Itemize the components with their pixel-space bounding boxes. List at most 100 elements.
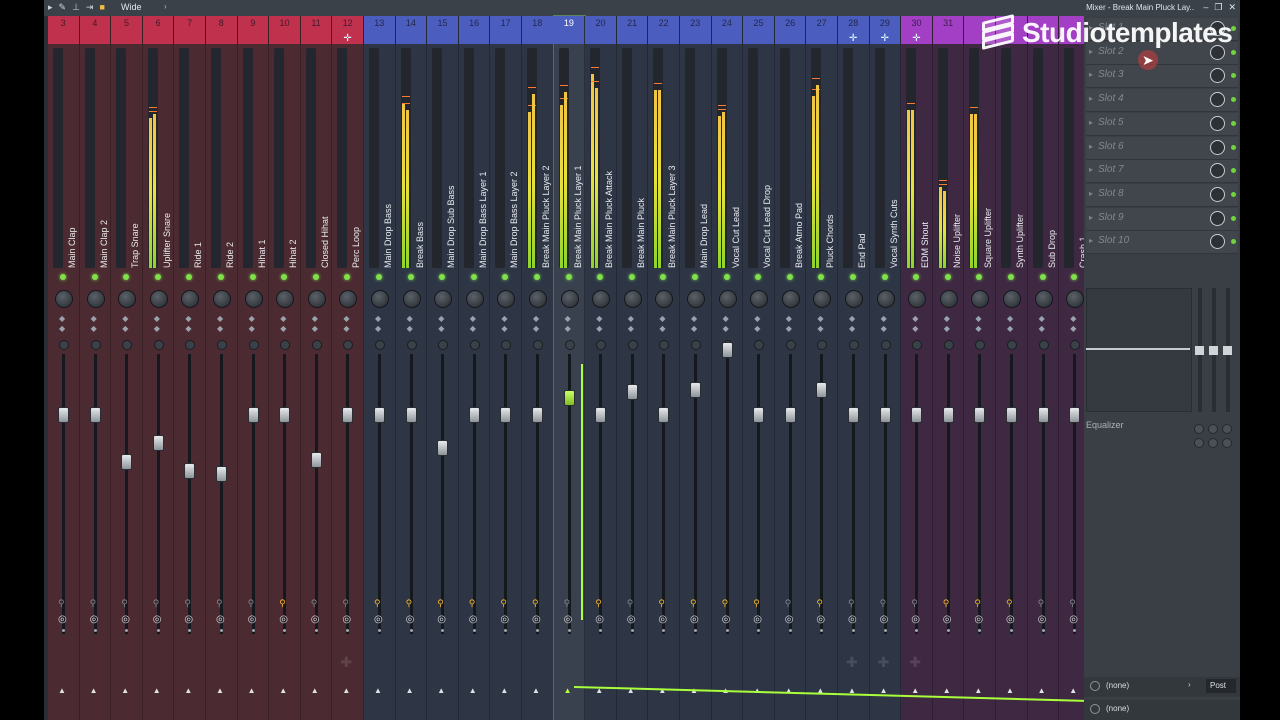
stereo-knob[interactable] xyxy=(1007,340,1017,350)
eq-knob-6[interactable] xyxy=(1222,438,1232,448)
strip-name[interactable]: Vocal Cut Lead Drop xyxy=(762,184,773,268)
strip-name[interactable]: Break Main Pluck Layer 2 xyxy=(541,165,551,268)
route-send-icon[interactable]: ▲ xyxy=(595,686,604,695)
strip-name[interactable]: EDM Shout xyxy=(920,221,931,268)
record-arm-icon[interactable]: ◎ xyxy=(216,614,225,625)
pan-knob[interactable] xyxy=(781,290,800,308)
fader-track[interactable] xyxy=(156,354,160,634)
route-link-icon[interactable]: ✛ xyxy=(912,33,921,44)
stereo-separation-icon[interactable]: ◆ ◆ xyxy=(248,314,255,333)
pan-knob[interactable] xyxy=(623,290,642,308)
strip-header[interactable] xyxy=(1027,16,1059,44)
stereo-knob[interactable] xyxy=(406,340,417,350)
fader-track[interactable] xyxy=(409,354,413,634)
slot-mix-knob[interactable] xyxy=(1210,92,1225,108)
pan-knob[interactable] xyxy=(465,290,484,308)
mixer-strip[interactable]: 18 Break Main Pluck Layer 2 ◆ ◆ ⚲ ◎ ▲ xyxy=(522,16,554,720)
swap-dot[interactable] xyxy=(409,629,413,632)
effects-toggle-icon[interactable]: ⚲ xyxy=(342,598,349,608)
effect-slot[interactable]: ▸ Slot 2 xyxy=(1086,41,1238,65)
play-icon[interactable]: ▸ xyxy=(48,2,53,12)
stereo-knob[interactable] xyxy=(501,340,512,350)
fader-track[interactable] xyxy=(441,354,445,634)
record-arm-icon[interactable]: ◎ xyxy=(532,614,541,625)
stereo-knob[interactable] xyxy=(817,340,828,350)
record-arm-icon[interactable]: ◎ xyxy=(848,614,857,625)
pan-knob[interactable] xyxy=(118,290,137,308)
stereo-knob[interactable] xyxy=(185,340,196,350)
route-send-icon[interactable]: ▲ xyxy=(310,686,319,695)
fader-track[interactable] xyxy=(788,354,792,634)
mixer-strip[interactable]: 5 Trap Snare ◆ ◆ ⚲ ◎ ▲ xyxy=(111,16,143,720)
effect-slot[interactable]: ▸ Slot 8 xyxy=(1086,183,1238,207)
fader-track[interactable] xyxy=(946,354,950,634)
record-arm-icon[interactable]: ◎ xyxy=(1069,614,1078,625)
stereo-knob[interactable] xyxy=(1038,340,1049,350)
strip-header[interactable]: 22 xyxy=(648,16,679,44)
record-arm-icon[interactable]: ◎ xyxy=(626,614,636,625)
strip-enable-led[interactable] xyxy=(123,274,130,280)
strip-enable-led[interactable] xyxy=(723,274,730,280)
strip-name[interactable]: Main Drop Bass xyxy=(383,203,393,268)
record-arm-icon[interactable]: ◎ xyxy=(1037,614,1047,625)
stereo-knob[interactable] xyxy=(880,340,891,350)
swap-dot[interactable] xyxy=(93,629,97,632)
volume-fader[interactable] xyxy=(152,434,164,451)
pan-knob[interactable] xyxy=(402,290,421,308)
stereo-separation-icon[interactable]: ◆ ◆ xyxy=(533,314,540,333)
pan-knob[interactable] xyxy=(750,290,769,308)
route-send-icon[interactable]: ▲ xyxy=(58,686,66,695)
stereo-separation-icon[interactable]: ◆ ◆ xyxy=(90,314,97,333)
strip-header[interactable]: 23 xyxy=(680,16,711,44)
route-send-icon[interactable]: ▲ xyxy=(1037,686,1046,695)
swap-dot[interactable] xyxy=(630,629,634,632)
slot-enable-led[interactable] xyxy=(1231,97,1236,103)
record-arm-icon[interactable]: ◎ xyxy=(310,614,320,625)
stereo-knob[interactable] xyxy=(849,340,859,350)
strip-enable-led[interactable] xyxy=(60,274,66,280)
volume-fader[interactable] xyxy=(626,384,638,401)
stereo-knob[interactable] xyxy=(627,340,638,350)
fader-track[interactable] xyxy=(472,354,476,634)
volume-fader[interactable] xyxy=(784,406,796,423)
strip-header[interactable] xyxy=(996,16,1027,44)
stereo-knob[interactable] xyxy=(311,340,322,350)
mixer-strip[interactable]: 7 Ride 1 ◆ ◆ ⚲ ◎ ▲ xyxy=(174,16,206,720)
eq-fader-low-handle[interactable] xyxy=(1195,346,1204,355)
strip-enable-led[interactable] xyxy=(597,274,604,280)
effects-toggle-icon[interactable]: ⚲ xyxy=(437,598,444,608)
strip-header[interactable]: 6 xyxy=(142,16,174,44)
mixer-strip[interactable]: 4 Main Clap 2 ◆ ◆ ⚲ ◎ ▲ xyxy=(79,16,112,720)
strip-header[interactable]: 20 xyxy=(585,16,616,44)
strip-header[interactable]: 9 xyxy=(237,16,269,44)
fader-track[interactable] xyxy=(220,354,223,634)
strip-enable-led[interactable] xyxy=(249,274,256,280)
route-send-icon[interactable]: ▲ xyxy=(532,686,540,695)
fader-track[interactable] xyxy=(251,354,255,634)
stereo-knob[interactable] xyxy=(596,340,607,350)
stereo-separation-icon[interactable]: ◆ ◆ xyxy=(912,314,919,333)
stereo-separation-icon[interactable]: ◆ ◆ xyxy=(1038,314,1045,333)
volume-fader[interactable] xyxy=(58,406,69,423)
post-button[interactable]: Post xyxy=(1206,679,1236,693)
fader-track[interactable] xyxy=(852,354,855,634)
record-arm-icon[interactable]: ◎ xyxy=(468,614,478,625)
effects-toggle-icon[interactable]: ⚲ xyxy=(374,598,381,608)
pan-knob[interactable] xyxy=(86,290,105,308)
fader-track[interactable] xyxy=(883,354,887,634)
fader-track[interactable] xyxy=(567,354,571,634)
swap-dot[interactable] xyxy=(1041,629,1045,632)
fader-track[interactable] xyxy=(188,354,192,634)
route-link-icon[interactable]: ✛ xyxy=(880,33,889,44)
effect-slot[interactable]: ▸ Slot 4 xyxy=(1086,89,1238,113)
record-arm-icon[interactable]: ◎ xyxy=(374,614,383,625)
volume-fader[interactable] xyxy=(437,440,449,457)
volume-fader[interactable] xyxy=(563,390,575,406)
pan-knob[interactable] xyxy=(971,290,990,308)
strip-name[interactable]: Main Drop Lead xyxy=(699,203,709,268)
record-arm-icon[interactable]: ◎ xyxy=(1006,614,1015,625)
pan-knob[interactable] xyxy=(529,290,547,308)
slot-enable-led[interactable] xyxy=(1231,120,1236,126)
stereo-knob[interactable] xyxy=(975,340,986,350)
strip-name[interactable]: Main Drop Bass Layer 2 xyxy=(509,171,520,268)
